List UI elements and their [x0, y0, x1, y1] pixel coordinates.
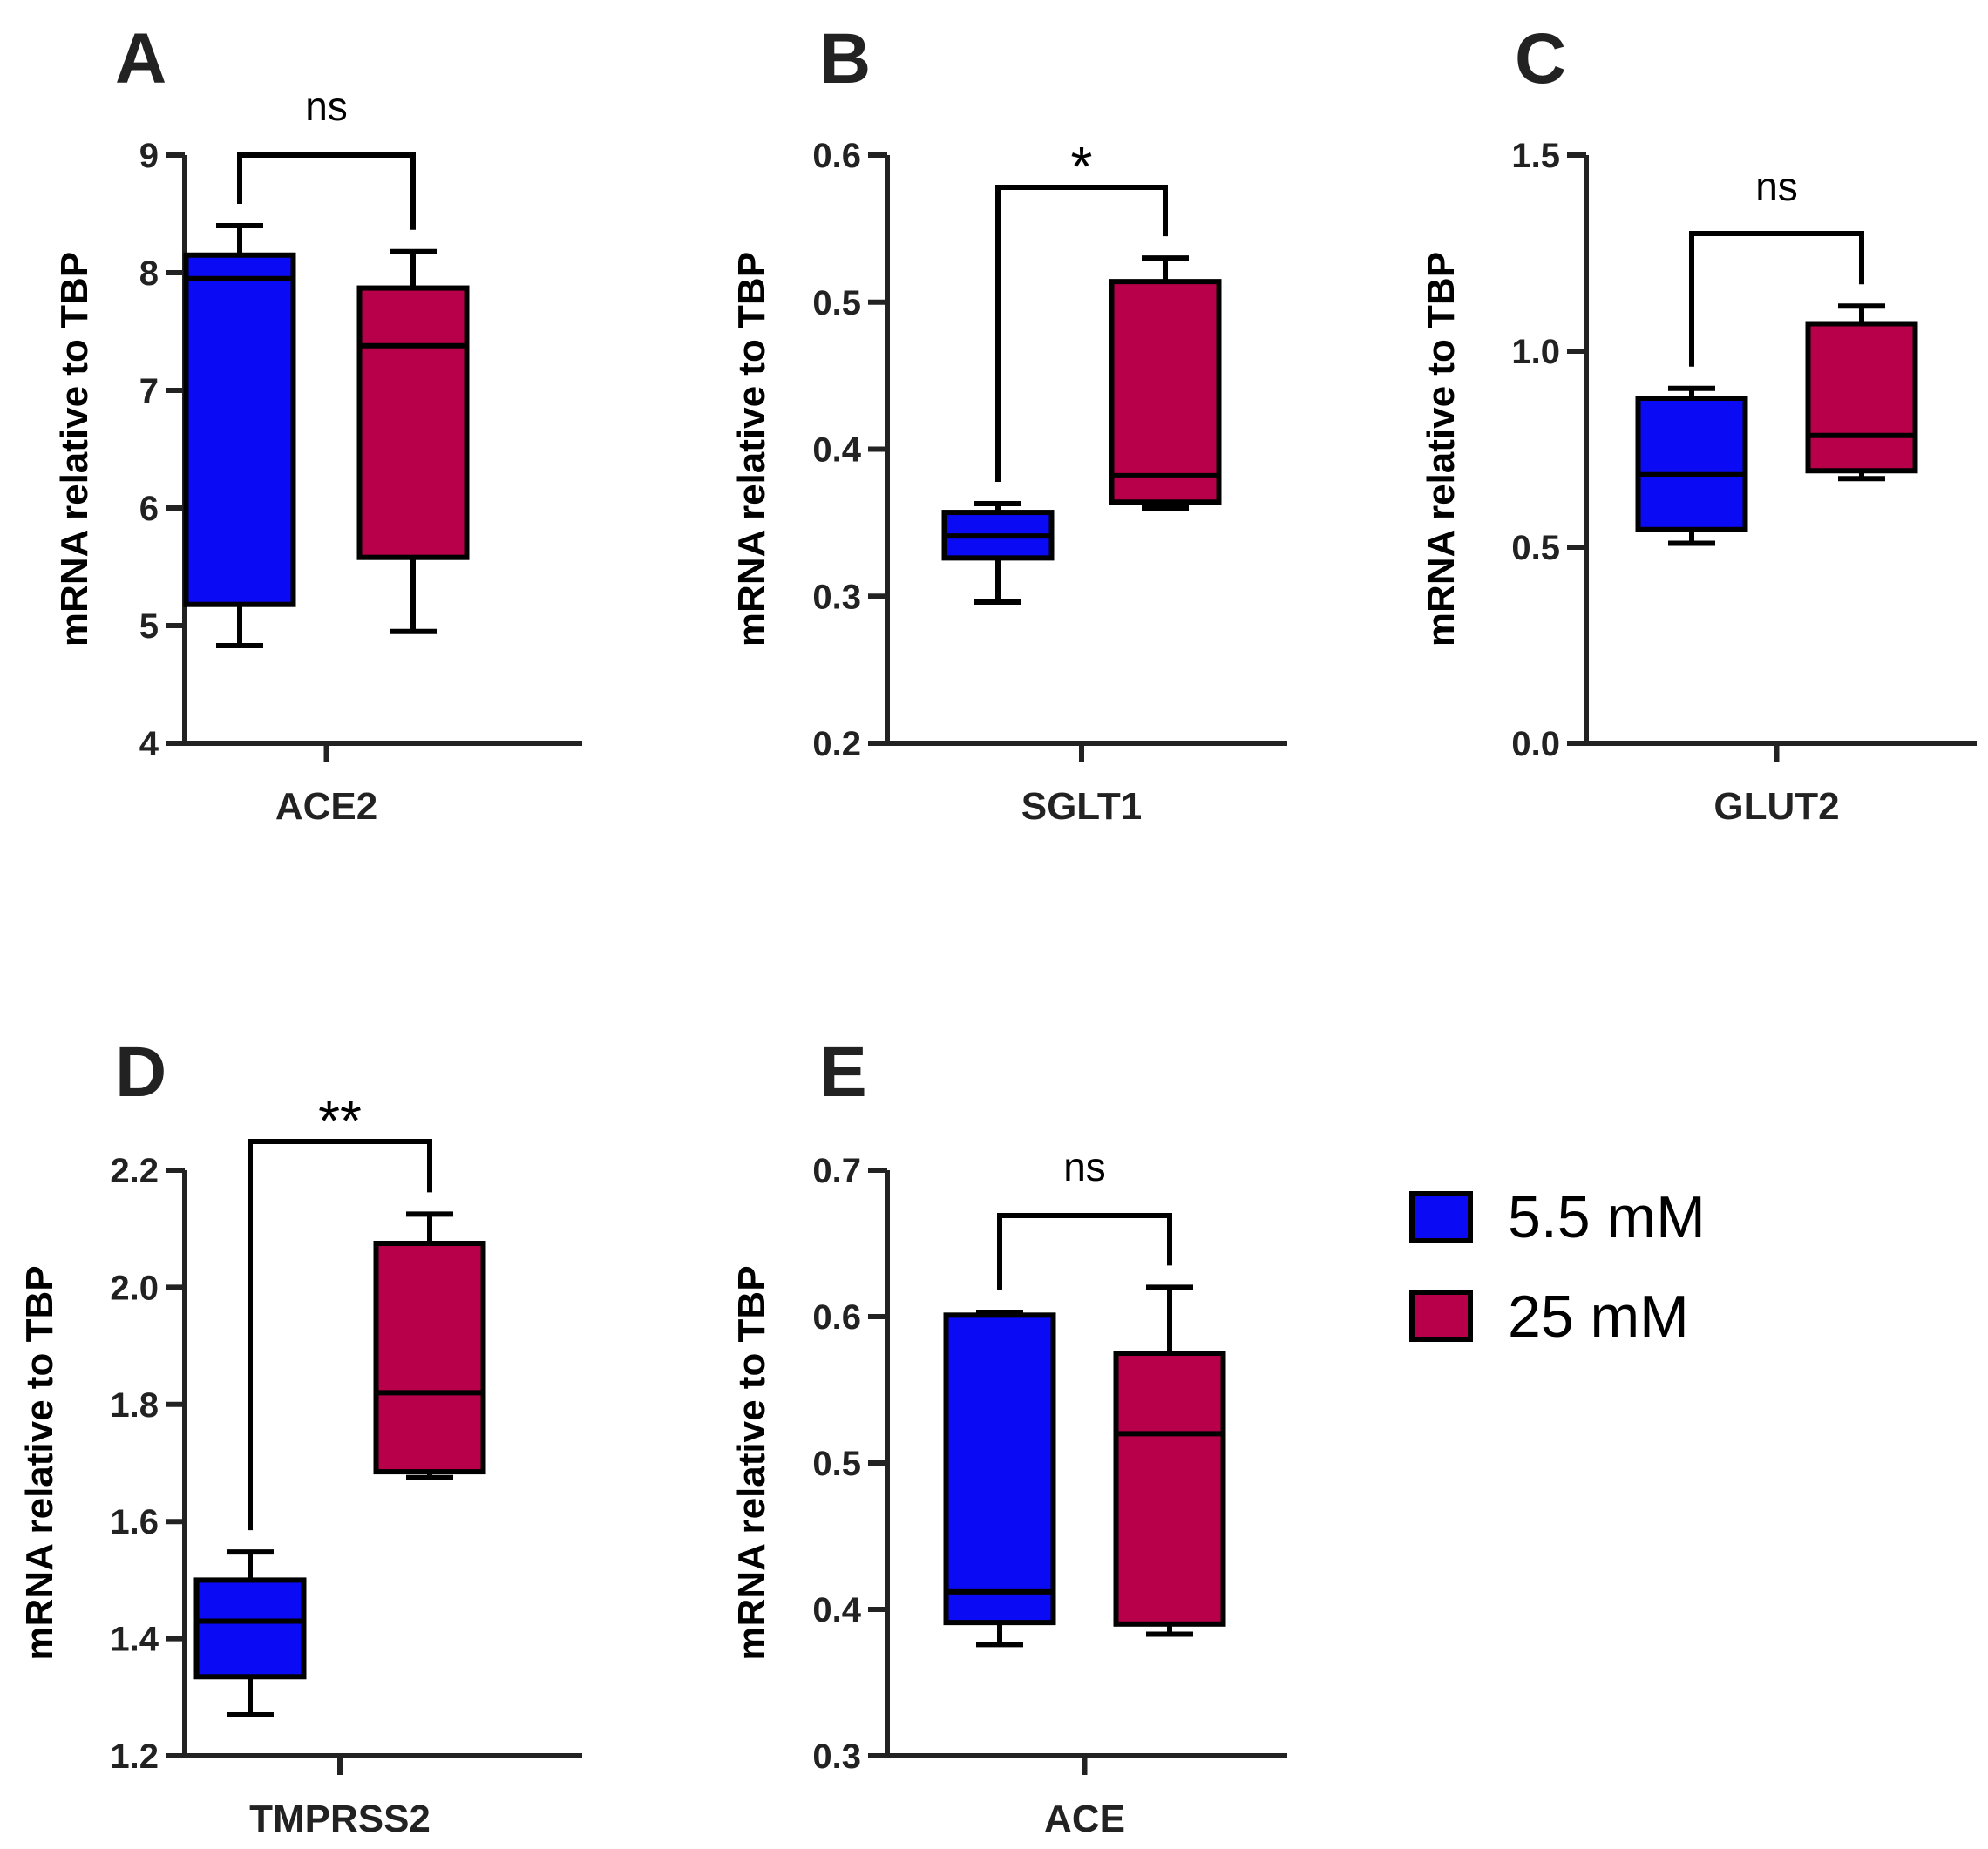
legend-label-1: 25 mM	[1508, 1283, 1689, 1350]
box-iqr	[943, 1312, 1056, 1626]
panel-letter: D	[115, 1033, 166, 1112]
y-tick-label: 0.5	[812, 284, 861, 322]
legend-swatch-1	[1409, 1290, 1473, 1342]
box-iqr	[356, 285, 470, 560]
y-axis-label: mRNA relative to TBP	[1420, 252, 1462, 647]
y-axis-label: mRNA relative to TBP	[730, 252, 773, 647]
y-tick-label: 7	[139, 372, 159, 410]
panel-d: D 1.2 1.4 1.6 1.8 2.0 2.2 mRNA relative to TBP T…	[18, 1033, 582, 1840]
y-axis-label: mRNA relative to TBP	[18, 1265, 61, 1660]
panel-letter: C	[1515, 19, 1566, 98]
y-tick-label: 1.2	[110, 1737, 159, 1776]
y-tick-label: 9	[139, 137, 159, 175]
significance-label: ns	[1755, 164, 1798, 209]
box-high-glucose	[1113, 1284, 1226, 1637]
box-iqr	[193, 1577, 307, 1680]
significance-bracket	[237, 152, 416, 230]
y-tick-label: 0.5	[1511, 529, 1560, 567]
legend-swatch-0	[1409, 1191, 1473, 1243]
y-axis-label: mRNA relative to TBP	[53, 252, 96, 647]
panel-c: C 0.0 0.5 1.0 1.5 mRNA relative to TBP GLUT2 ns	[1420, 19, 1977, 828]
legend-label-0: 5.5 mM	[1508, 1184, 1706, 1250]
y-tick-label: 0.0	[1511, 725, 1560, 763]
x-axis-label: ACE	[1044, 1798, 1125, 1840]
box-iqr	[183, 252, 296, 607]
y-tick-label: 0.6	[812, 1298, 861, 1337]
significance-bracket	[997, 1213, 1172, 1290]
y-tick-label: 1.4	[110, 1621, 159, 1659]
y-tick-label: 6	[139, 490, 159, 528]
y-tick-label: 0.4	[812, 431, 861, 470]
y-tick-label: 0.6	[812, 137, 861, 175]
panel-e: E 0.3 0.4 0.5 0.6 0.7 mRNA relative to TBP ACE n…	[730, 1033, 1287, 1840]
y-tick-label: 1.6	[110, 1503, 159, 1541]
y-tick-label: 0.4	[812, 1591, 861, 1629]
y-tick-label: 2.2	[110, 1152, 159, 1190]
significance-bracket	[995, 185, 1168, 482]
box-iqr	[1113, 1351, 1226, 1627]
x-axis-label: TMPRSS2	[249, 1798, 431, 1840]
x-axis-label: ACE2	[275, 785, 377, 828]
box-low-glucose	[943, 1309, 1056, 1648]
y-tick-label: 0.3	[812, 578, 861, 616]
significance-label: **	[318, 1089, 362, 1152]
significance-bracket	[1689, 231, 1864, 367]
box-high-glucose	[373, 1211, 486, 1480]
y-tick-label: 2.0	[110, 1269, 159, 1307]
y-tick-label: 5	[139, 607, 159, 646]
panel-a: A 4 5 6 7 8 9 mRNA relative to TBP ACE2 ns	[53, 19, 582, 828]
y-tick-label: 0.3	[812, 1737, 861, 1776]
x-axis-label: GLUT2	[1713, 785, 1839, 828]
y-tick-label: 1.0	[1511, 333, 1560, 371]
y-tick-label: 4	[139, 725, 159, 763]
box-low-glucose	[193, 1549, 307, 1717]
y-axis-label: mRNA relative to TBP	[730, 1265, 773, 1660]
significance-label: ns	[1063, 1144, 1106, 1189]
significance-label: *	[1071, 135, 1093, 198]
box-low-glucose	[183, 223, 296, 648]
panel-letter: A	[115, 19, 166, 98]
panel-letter: E	[819, 1033, 867, 1112]
y-tick-label: 0.2	[812, 725, 861, 763]
box-low-glucose	[941, 500, 1055, 605]
box-high-glucose	[1805, 303, 1918, 482]
legend: 5.5 mM 25 mM	[1409, 1184, 1706, 1350]
significance-label: ns	[305, 84, 348, 129]
box-high-glucose	[356, 248, 470, 634]
panel-letter: B	[819, 19, 871, 98]
panel-b: B 0.2 0.3 0.4 0.5 0.6 mRNA relative to TBP SGLT…	[730, 19, 1287, 828]
y-tick-label: 0.7	[812, 1152, 861, 1190]
y-tick-label: 8	[139, 254, 159, 293]
box-high-glucose	[1109, 255, 1222, 511]
box-iqr	[1805, 321, 1918, 474]
box-iqr	[373, 1241, 486, 1475]
box-iqr	[1635, 396, 1748, 532]
significance-bracket	[248, 1139, 432, 1531]
x-axis-label: SGLT1	[1021, 785, 1143, 828]
y-tick-label: 1.5	[1511, 137, 1560, 175]
y-tick-label: 1.8	[110, 1386, 159, 1425]
box-iqr	[1109, 279, 1222, 505]
box-low-glucose	[1635, 385, 1748, 546]
y-tick-label: 0.5	[812, 1445, 861, 1483]
